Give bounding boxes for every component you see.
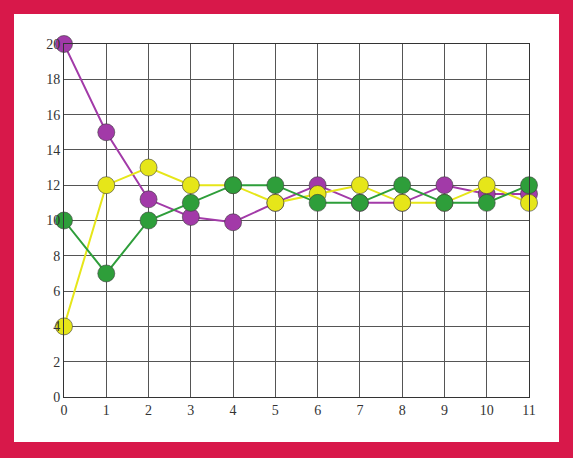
svg-text:9: 9 (441, 403, 448, 418)
svg-text:16: 16 (46, 108, 60, 123)
svg-text:11: 11 (522, 403, 535, 418)
svg-text:10: 10 (46, 213, 60, 228)
svg-text:0: 0 (53, 390, 60, 405)
svg-text:12: 12 (46, 178, 60, 193)
svg-text:4: 4 (230, 403, 237, 418)
svg-text:14: 14 (46, 143, 60, 158)
svg-text:1: 1 (103, 403, 110, 418)
svg-text:0: 0 (61, 403, 68, 418)
svg-text:8: 8 (53, 249, 60, 264)
svg-text:5: 5 (272, 403, 279, 418)
svg-text:18: 18 (46, 72, 60, 87)
svg-text:4: 4 (53, 319, 60, 334)
svg-text:6: 6 (53, 284, 60, 299)
svg-text:2: 2 (53, 355, 60, 370)
svg-text:8: 8 (399, 403, 406, 418)
svg-text:3: 3 (187, 403, 194, 418)
svg-text:20: 20 (46, 37, 60, 52)
svg-text:7: 7 (356, 403, 363, 418)
svg-text:2: 2 (145, 403, 152, 418)
svg-text:10: 10 (480, 403, 494, 418)
svg-text:6: 6 (314, 403, 321, 418)
